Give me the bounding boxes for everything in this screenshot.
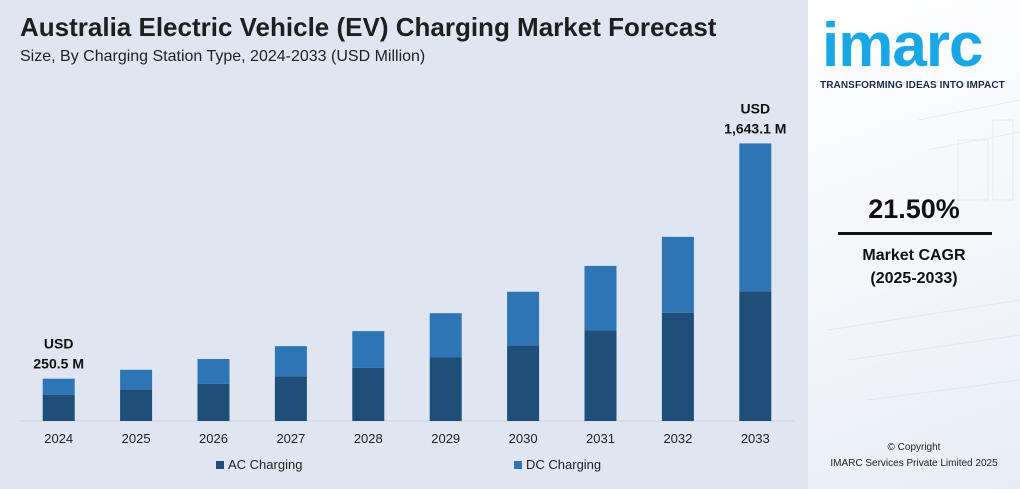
bar-ac-2025 (120, 389, 153, 421)
total-annotation-line1: USD (741, 100, 771, 116)
imarc-logo: imarc (822, 6, 1012, 96)
x-tick-label: 2024 (44, 431, 73, 446)
bar-dc-2025 (120, 369, 153, 390)
bar-dc-2028 (352, 331, 385, 368)
bar-ac-2033 (739, 291, 772, 421)
company-text: IMARC Services Private Limited 2025 (830, 458, 998, 469)
cagr-period: (2025-2033) (870, 270, 958, 287)
background-decoration (827, 99, 1020, 401)
legend-swatch-ac (216, 461, 224, 469)
x-tick-label: 2025 (122, 431, 151, 446)
bar-dc-2033 (739, 143, 772, 292)
bar-chart: 2024 2025 2026 2027 2028 2029 2030 2031 2032 2033… (20, 100, 794, 472)
chart-title: Australia Electric Vehicle (EV) Charging… (20, 12, 717, 42)
chart-panel: 2024 2025 2026 2027 2028 2029 2030 2031 2032 2033… (0, 0, 808, 489)
bar-dc-2027 (274, 346, 307, 377)
copyright-text: © Copyright (887, 442, 941, 453)
side-panel: imarc TRANSFORMING IDEAS INTO IMPACT 21.… (808, 0, 1020, 489)
total-annotation-line2: 1,643.1 M (724, 120, 786, 136)
chart-subtitle: Size, By Charging Station Type, 2024-203… (20, 48, 426, 65)
bar-dc-2032 (661, 236, 694, 313)
bar-dc-2029 (429, 313, 462, 358)
bar-dc-2031 (584, 265, 617, 331)
logo-tagline: TRANSFORMING IDEAS INTO IMPACT (820, 80, 1005, 91)
x-tick-label: 2032 (663, 431, 692, 446)
x-tick-label: 2026 (199, 431, 228, 446)
x-tick-label: 2031 (586, 431, 615, 446)
legend-swatch-dc (514, 461, 522, 469)
bar-dc-2026 (197, 358, 230, 384)
x-tick-label: 2029 (431, 431, 460, 446)
x-tick-label: 2033 (741, 431, 770, 446)
cagr-value: 21.50% (868, 194, 960, 224)
bar-ac-2028 (352, 367, 385, 421)
x-tick-label: 2027 (276, 431, 305, 446)
bar-ac-2026 (197, 383, 230, 421)
bar-ac-2032 (661, 312, 694, 421)
legend-label-dc: DC Charging (526, 457, 601, 472)
bar-ac-2027 (274, 376, 307, 421)
bar-ac-2031 (584, 330, 617, 421)
svg-text:imarc: imarc (822, 11, 982, 78)
total-annotation-line1: USD (44, 336, 74, 352)
cagr-divider (838, 232, 992, 235)
total-annotation-line2: 250.5 M (33, 356, 84, 372)
bar-dc-2030 (507, 291, 540, 346)
x-tick-label: 2028 (354, 431, 383, 446)
legend-label-ac: AC Charging (228, 457, 302, 472)
x-tick-label: 2030 (509, 431, 538, 446)
cagr-label: Market CAGR (862, 247, 966, 264)
bar-ac-2029 (429, 357, 462, 421)
bar-ac-2024 (42, 394, 75, 421)
bar-dc-2024 (42, 378, 75, 395)
bar-ac-2030 (507, 345, 540, 421)
